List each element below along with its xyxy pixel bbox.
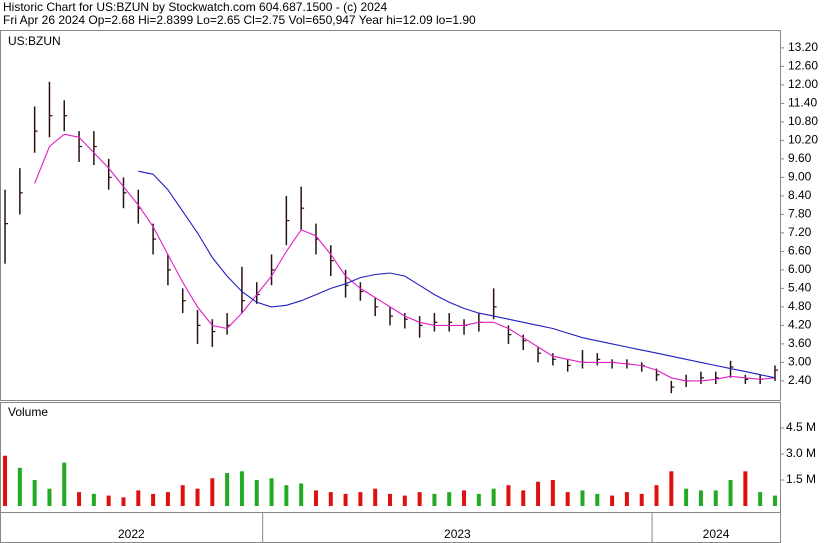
volume-bar [210,478,215,506]
volume-bar [595,493,600,506]
volume-bar [550,479,555,506]
volume-bar [417,492,422,506]
chart-subtitle: Fri Apr 26 2024 Op=2.68 Hi=2.8399 Lo=2.6… [3,13,476,27]
y-tick-label: 13.20 [788,40,818,54]
y-tick-label: 9.60 [788,151,812,165]
y2-tick-label: 4.5 M [786,420,816,434]
y-tick-label: 8.40 [788,188,812,202]
moving-average [34,133,776,382]
volume-bar [698,490,703,506]
volume-bar [491,488,496,506]
volume-bar [654,485,659,506]
y-tick-label: 6.00 [788,262,812,276]
y-tick-label: 2.40 [788,373,812,387]
y-tick-label: 3.60 [788,336,812,350]
volume-bar [239,471,244,506]
y-tick-label: 5.40 [788,281,812,295]
volume-bar [432,493,437,506]
y-tick-label: 6.60 [788,244,812,258]
y-tick-label: 7.20 [788,225,812,239]
y2-tick-label: 1.5 M [786,472,816,486]
volume-bar [610,495,615,506]
y-tick-label: 4.20 [788,318,812,332]
volume-bar [388,493,392,506]
volume-bar [373,488,378,506]
volume-bar [180,485,185,506]
volume-bar [225,473,230,506]
y-tick-label: 10.20 [788,133,818,147]
symbol-label: US:BZUN [8,34,61,48]
y-tick-label: 9.00 [788,170,812,184]
volume-bar [328,492,333,506]
moving-average [138,170,776,379]
volume-bar [536,481,541,506]
volume-bar [343,493,348,506]
volume-bar [299,483,304,506]
volume-bar [284,485,289,506]
volume-bar [713,490,718,506]
volume-bar [772,495,777,506]
volume-bar [269,478,274,506]
volume-bar [77,492,82,506]
volume-bar [3,455,8,506]
volume-bar [32,479,37,506]
volume-bar [728,479,733,506]
volume-bar [639,493,644,506]
volume-bar [195,488,200,506]
volume-bar [758,492,763,506]
volume-bar [506,485,511,506]
volume-bar [580,490,585,506]
y-tick-label: 7.80 [788,207,812,221]
volume-bar [121,497,126,506]
volume-bar [565,492,570,506]
volume-bar [402,495,407,506]
volume-bar [624,492,629,506]
volume-bar [462,490,467,506]
y-tick-label: 4.80 [788,299,812,313]
volume-bar [165,492,170,506]
chart-title: Historic Chart for US:BZUN by Stockwatch… [3,0,387,14]
volume-bar [106,495,111,506]
volume-bar [476,493,481,506]
y-tick-label: 10.80 [788,114,818,128]
period-label: 2024 [703,527,730,541]
y-tick-label: 12.60 [788,59,818,73]
y-tick-label: 3.00 [788,355,812,369]
period-label: 2023 [444,527,471,541]
volume-bar [151,493,156,506]
y2-tick-label: 3.0 M [786,446,816,460]
volume-label: Volume [8,405,48,419]
price-panel [0,30,781,401]
volume-bar [62,462,67,506]
y-tick-label: 11.40 [788,96,817,110]
volume-bar [743,471,748,506]
volume-bar [447,492,452,506]
volume-bar [684,488,689,506]
volume-bar [91,493,96,506]
y-tick-label: 12.00 [788,77,818,91]
volume-bar [521,490,526,506]
volume-bar [358,492,363,506]
volume-bar [254,479,259,506]
volume-bar [313,490,318,506]
volume-bar [47,488,52,506]
volume-bar [17,467,22,506]
period-label: 2022 [118,527,145,541]
volume-bar [136,490,141,506]
volume-bar [669,471,674,506]
